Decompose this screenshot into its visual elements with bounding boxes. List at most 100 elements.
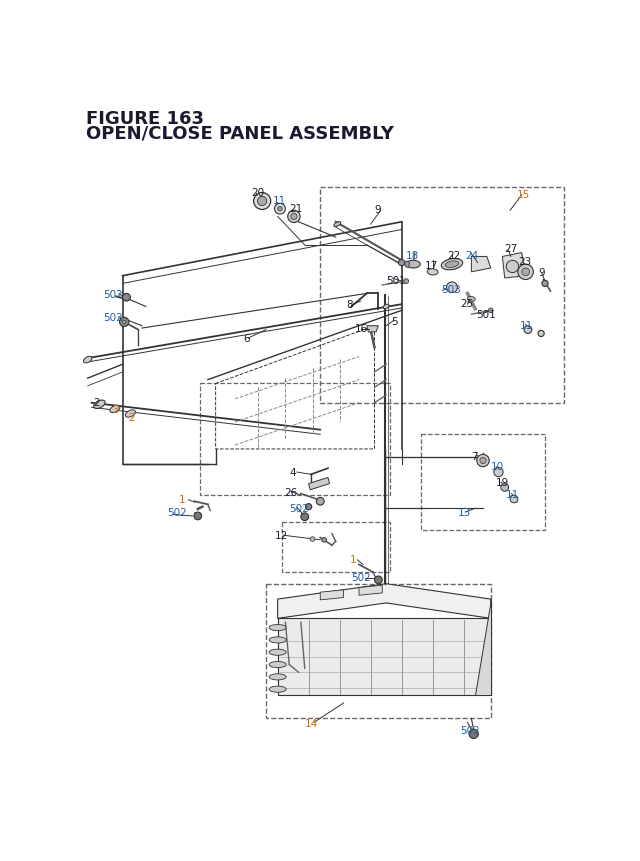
Text: 8: 8 [346, 300, 353, 309]
Text: 501: 501 [386, 276, 406, 286]
Text: 17: 17 [425, 261, 438, 271]
Ellipse shape [269, 686, 286, 692]
Text: 25: 25 [461, 299, 474, 308]
Ellipse shape [404, 262, 410, 268]
Text: 27: 27 [504, 244, 517, 254]
Text: 20: 20 [252, 188, 264, 198]
Circle shape [510, 496, 518, 504]
Text: 2: 2 [128, 412, 134, 423]
Ellipse shape [269, 637, 286, 643]
Text: 502: 502 [103, 289, 123, 300]
Text: 3: 3 [113, 405, 119, 415]
Circle shape [447, 282, 458, 294]
Text: 11: 11 [273, 195, 286, 206]
Text: 502: 502 [289, 504, 309, 513]
Text: 502: 502 [351, 573, 371, 582]
Polygon shape [359, 585, 382, 596]
Ellipse shape [110, 406, 120, 413]
Ellipse shape [406, 261, 420, 269]
Text: 13: 13 [458, 507, 470, 517]
Text: 21: 21 [289, 203, 303, 214]
Polygon shape [502, 253, 525, 279]
Text: 12: 12 [275, 530, 289, 540]
Circle shape [291, 214, 297, 220]
Text: 4: 4 [289, 468, 296, 478]
Circle shape [123, 321, 125, 324]
Ellipse shape [93, 400, 105, 409]
Circle shape [477, 455, 489, 468]
Text: 1: 1 [349, 554, 356, 565]
Circle shape [194, 512, 202, 520]
Text: 501: 501 [476, 309, 496, 319]
Polygon shape [472, 257, 491, 273]
Circle shape [542, 281, 548, 287]
Text: 10: 10 [491, 461, 504, 472]
Circle shape [123, 294, 131, 301]
Text: 1: 1 [179, 495, 186, 505]
Circle shape [404, 280, 408, 284]
Circle shape [278, 208, 282, 212]
Ellipse shape [83, 357, 92, 363]
Ellipse shape [269, 674, 286, 680]
Text: 24: 24 [465, 251, 479, 261]
Polygon shape [476, 599, 491, 696]
Circle shape [301, 513, 308, 521]
Text: 18: 18 [406, 251, 420, 261]
Ellipse shape [441, 259, 463, 270]
Text: 14: 14 [305, 719, 318, 728]
Text: 502: 502 [460, 725, 479, 734]
Circle shape [253, 194, 271, 210]
Ellipse shape [383, 305, 389, 309]
Circle shape [288, 211, 300, 223]
Circle shape [257, 197, 267, 207]
Text: OPEN/CLOSE PANEL ASSEMBLY: OPEN/CLOSE PANEL ASSEMBLY [86, 124, 394, 142]
Polygon shape [320, 590, 344, 600]
Text: 26: 26 [285, 488, 298, 498]
Ellipse shape [445, 262, 459, 268]
Circle shape [275, 204, 285, 215]
Text: 23: 23 [518, 257, 531, 267]
Circle shape [494, 468, 503, 477]
Text: 11: 11 [506, 489, 520, 499]
Text: 2: 2 [93, 397, 100, 407]
Circle shape [469, 729, 478, 739]
Ellipse shape [125, 411, 136, 418]
Circle shape [518, 265, 533, 280]
Text: 11: 11 [520, 320, 532, 331]
Text: 502: 502 [103, 313, 123, 323]
Circle shape [322, 538, 326, 542]
Circle shape [310, 537, 315, 542]
Polygon shape [278, 618, 491, 696]
Ellipse shape [269, 649, 286, 655]
Polygon shape [367, 326, 378, 332]
Circle shape [374, 576, 382, 584]
Ellipse shape [269, 662, 286, 668]
Ellipse shape [468, 297, 476, 302]
Ellipse shape [334, 222, 340, 227]
Text: 503: 503 [441, 285, 461, 294]
Text: 9: 9 [538, 268, 545, 278]
Circle shape [538, 331, 544, 338]
Text: 7: 7 [472, 452, 478, 461]
Circle shape [399, 260, 404, 266]
Text: 5: 5 [391, 316, 397, 326]
Ellipse shape [269, 625, 286, 631]
Circle shape [524, 326, 532, 334]
Circle shape [305, 504, 312, 511]
Text: 19: 19 [496, 478, 509, 488]
Text: 15: 15 [516, 189, 529, 200]
Circle shape [316, 498, 324, 505]
Text: 502: 502 [167, 507, 186, 517]
Circle shape [488, 309, 493, 313]
Polygon shape [308, 478, 330, 490]
Text: 22: 22 [447, 251, 461, 261]
Text: 16: 16 [355, 323, 369, 333]
Circle shape [501, 484, 509, 492]
Text: 9: 9 [374, 205, 381, 215]
Circle shape [522, 269, 529, 276]
Text: FIGURE 163: FIGURE 163 [86, 109, 204, 127]
Circle shape [506, 261, 518, 273]
Circle shape [480, 458, 486, 464]
Ellipse shape [428, 269, 438, 276]
Circle shape [120, 318, 129, 327]
